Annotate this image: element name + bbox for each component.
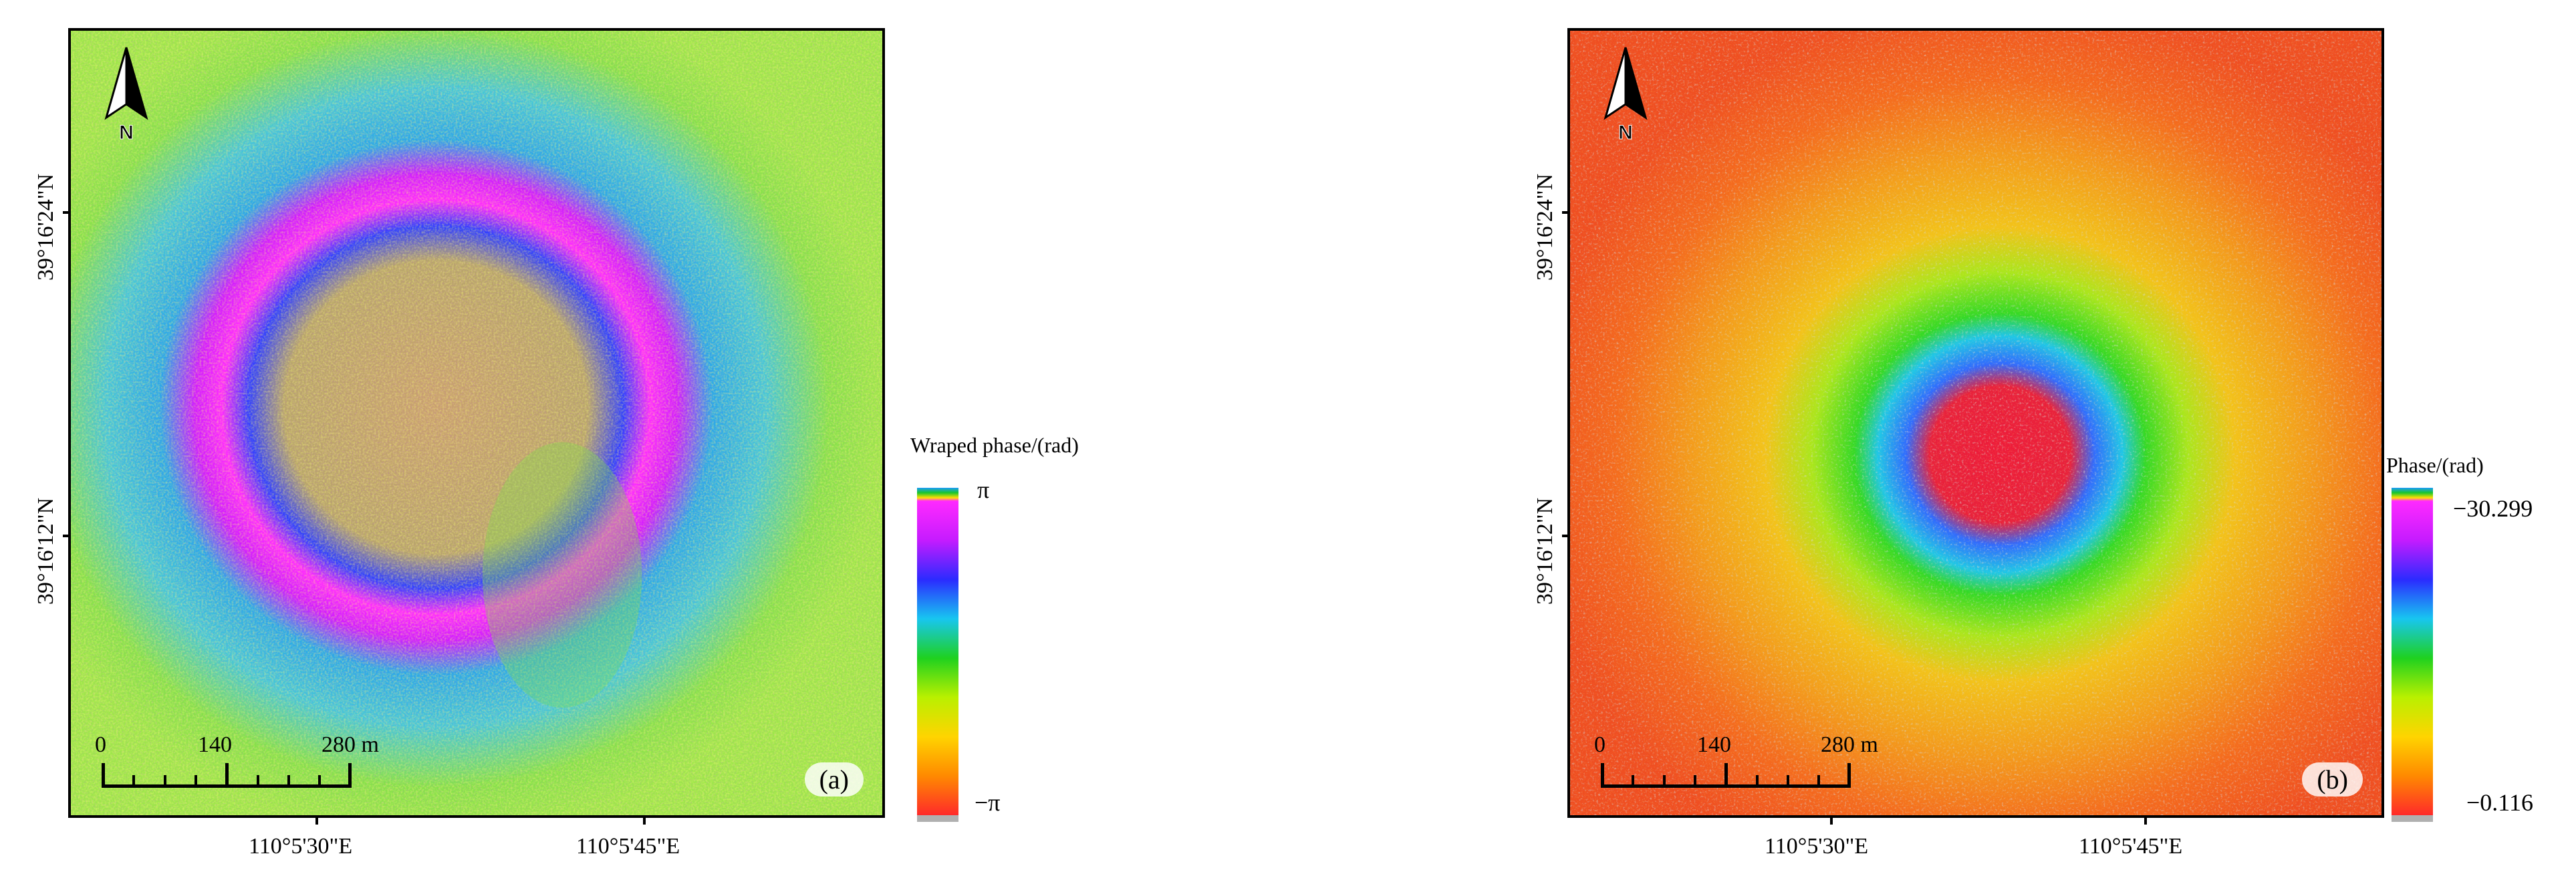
panel-tag-b: (b) (2302, 762, 2363, 796)
panel-b: N 0 140 280 m (b) 39°16'24"N 39°16'12"N … (1504, 0, 2576, 872)
north-arrow: N (1595, 44, 1656, 144)
scale-label-140: 140 (1697, 732, 1731, 757)
lat-label-bottom: 39°16'12"N (33, 497, 58, 605)
legend-title-b: Phase/(rad) (2386, 453, 2484, 477)
legend-colorbar-b (2392, 488, 2433, 822)
scale-label-280: 280 m (321, 732, 379, 757)
panel-tag-a: (a) (804, 762, 864, 796)
legend-colorbar-a (917, 488, 958, 822)
map-b[interactable]: N 0 140 280 m (b) (1567, 28, 2384, 818)
scale-label-140: 140 (198, 732, 232, 757)
panel-a: N 0 140 280 m (a) 39°16'24"N 39°16'12"N … (0, 0, 1136, 872)
scale-label-280: 280 m (1821, 732, 1878, 757)
lat-label-top: 39°16'24"N (33, 173, 58, 281)
legend-min-b: −0.116 (2466, 789, 2533, 816)
legend-title-a: Wraped phase/(rad) (910, 433, 1079, 457)
wrapped-phase-map (71, 31, 882, 815)
svg-text:N: N (119, 122, 134, 144)
lon-label-right: 110°5'45"E (2079, 834, 2183, 859)
lon-label-left: 110°5'30"E (249, 834, 353, 859)
lat-label-top: 39°16'24"N (1533, 173, 1557, 281)
legend-min-a: −π (975, 789, 1001, 816)
scale-label-0: 0 (1594, 732, 1605, 757)
right-green-zone (482, 442, 642, 708)
speckle-noise-2 (71, 31, 882, 815)
legend-max-b: −30.299 (2453, 495, 2533, 522)
lon-label-right: 110°5'45"E (576, 834, 680, 859)
svg-text:N: N (1618, 122, 1633, 144)
scale-bar: 0 140 280 m (1590, 732, 1878, 792)
map-a[interactable]: N 0 140 280 m (a) (68, 28, 885, 818)
gray-noise (1570, 31, 2381, 815)
scale-label-0: 0 (95, 732, 106, 757)
legend-max-a: π (977, 476, 990, 503)
north-arrow: N (96, 44, 156, 144)
lon-label-left: 110°5'30"E (1765, 834, 1869, 859)
unwrapped-phase-map (1570, 31, 2381, 815)
scale-bar: 0 140 280 m (91, 732, 379, 792)
lat-label-bottom: 39°16'12"N (1533, 497, 1557, 605)
